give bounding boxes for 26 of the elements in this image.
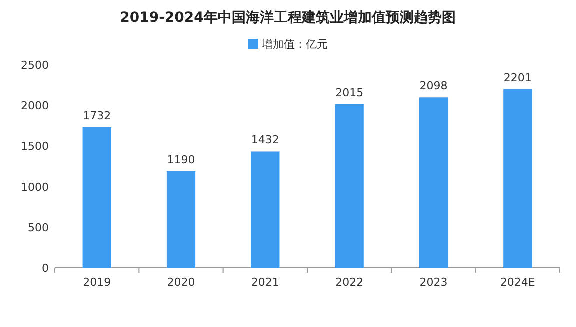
bar (82, 127, 112, 268)
y-tick-label: 500 (28, 221, 49, 234)
y-tick-label: 1000 (21, 180, 49, 194)
x-tick-label: 2022 (336, 276, 364, 289)
data-label: 2201 (504, 71, 532, 84)
x-tick-label: 2023 (420, 276, 448, 289)
bar (251, 152, 280, 268)
y-tick-label: 2000 (21, 100, 49, 113)
data-label: 1190 (167, 153, 196, 166)
bar (166, 171, 196, 268)
data-label: 2098 (420, 80, 448, 93)
chart-title: 2019-2024年中国海洋工程建筑业增加值预测趋势图 (120, 10, 456, 26)
y-tick-label: 2500 (21, 59, 49, 72)
x-tick-label: 2021 (251, 276, 280, 289)
bar (335, 104, 364, 268)
y-tick-label: 1500 (21, 140, 49, 154)
legend-label: 增加值：亿元 (261, 38, 328, 51)
x-tick-label: 2024E (500, 276, 536, 289)
y-tick-label: 0 (42, 262, 49, 275)
bar (504, 89, 532, 268)
bar (419, 98, 448, 268)
data-label: 1732 (83, 109, 112, 122)
x-tick-label: 2019 (83, 276, 112, 289)
x-tick-label: 2020 (167, 276, 196, 289)
data-label: 1432 (251, 134, 280, 147)
data-label: 2015 (336, 86, 364, 100)
